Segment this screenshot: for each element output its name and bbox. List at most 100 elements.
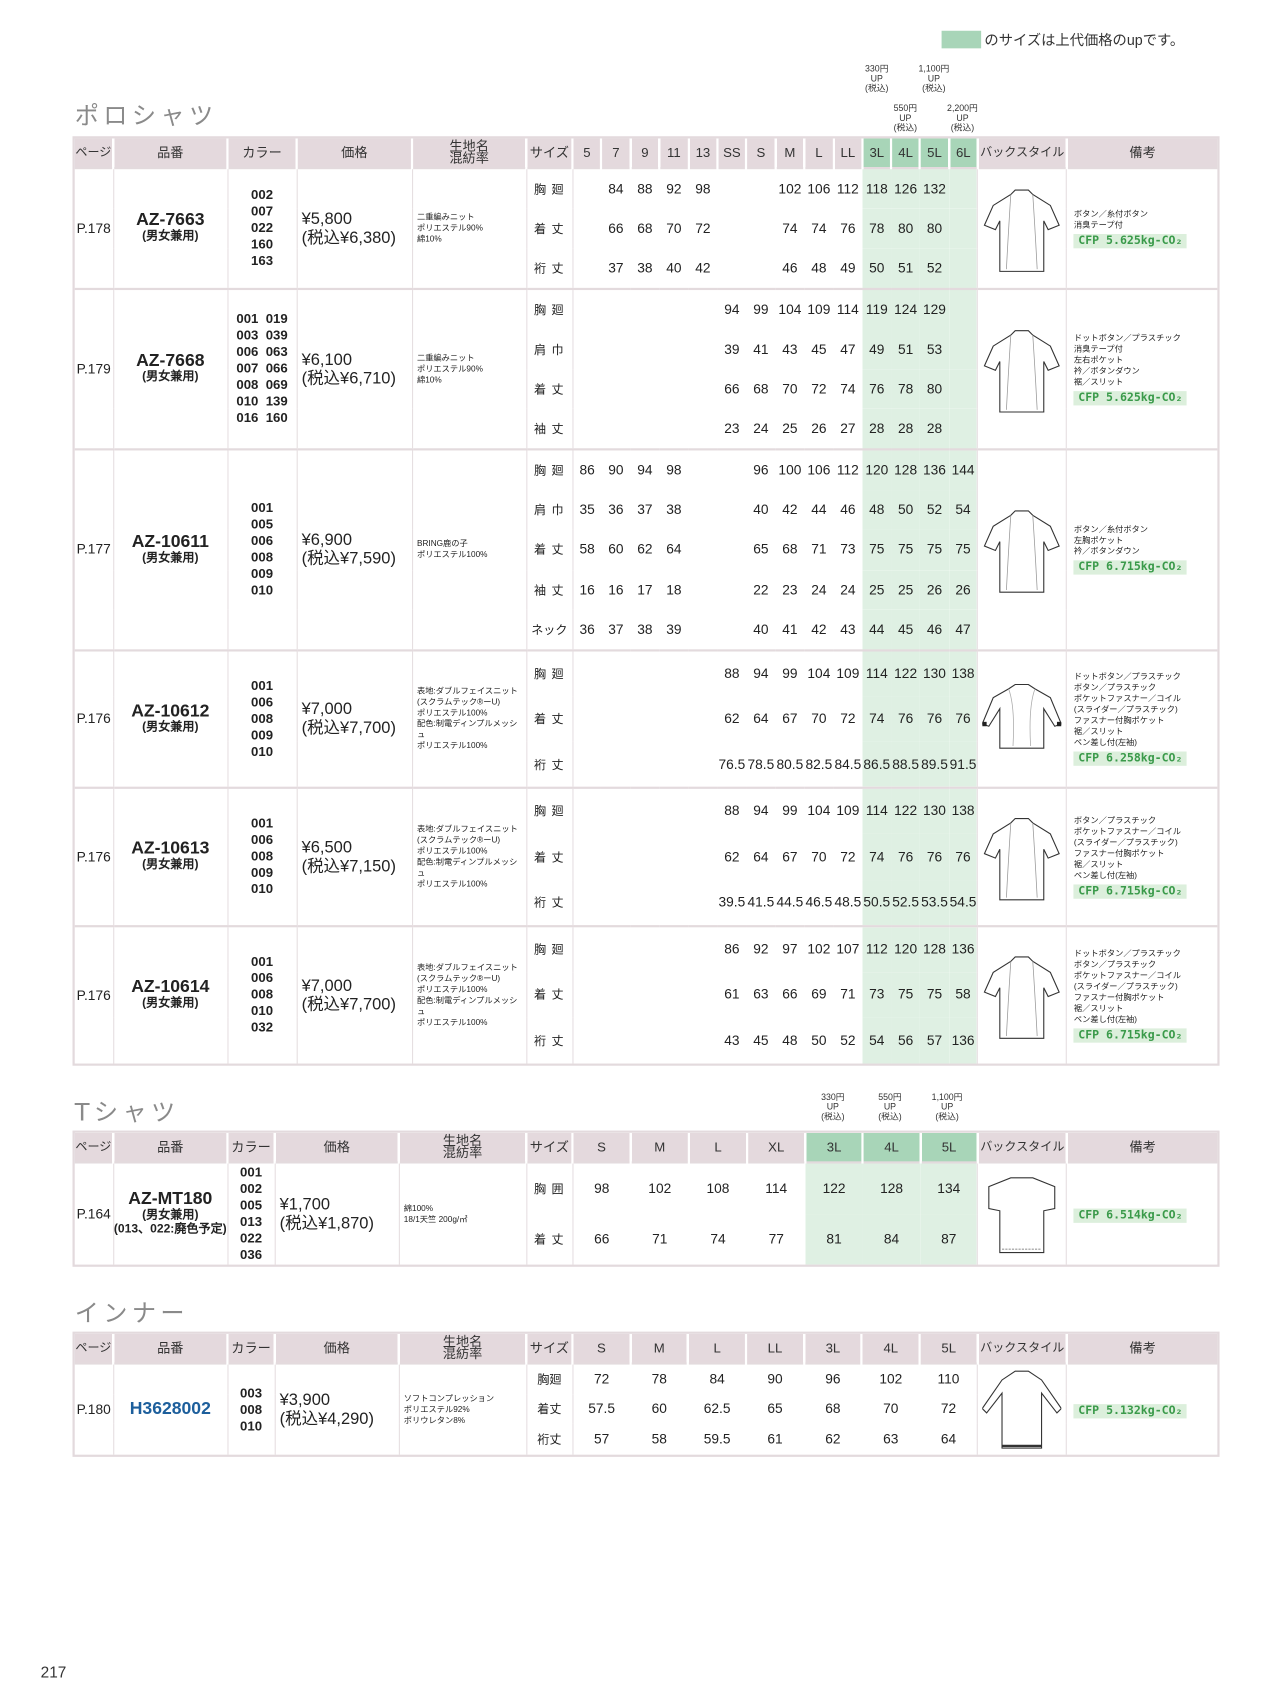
size-value: 36 — [579, 622, 595, 638]
up-note-line: 1,100円 — [931, 1092, 963, 1102]
color-code: 006 — [251, 694, 274, 710]
inner-back-long-sleeve-icon — [978, 1366, 1065, 1455]
product-code-cell: AZ-10613 (男女兼用) — [113, 786, 228, 927]
color-code: 001 — [251, 500, 274, 516]
remarks-cell: CFP 6.514kg-CO₂ — [1066, 1161, 1218, 1265]
size-value: 119 — [862, 287, 892, 330]
size-value: 128 — [862, 1161, 921, 1214]
color-code: 006 — [251, 970, 274, 986]
color-code: 008 — [251, 710, 274, 727]
fabric-line: (スクラムテック®ーU) — [416, 834, 501, 845]
up-note-line: 550円 — [878, 1092, 902, 1102]
color-code: 003 — [240, 1384, 263, 1401]
fabric-line: ポリエステル100% — [416, 708, 488, 718]
size-value: 67 — [782, 849, 798, 865]
size-value: 114 — [747, 1161, 806, 1214]
size-value: 126 — [891, 167, 921, 209]
size-value: 60 — [608, 542, 624, 558]
size-value: 74 — [862, 833, 892, 880]
up-note: 1,100円 UP (税込) — [932, 1092, 963, 1122]
header-size-5L: 5L — [919, 1333, 979, 1364]
color-code: 009 — [251, 566, 274, 582]
up-note-line: (税込) — [935, 1111, 959, 1122]
size-value: 90 — [746, 1362, 804, 1394]
size-value: 75 — [891, 529, 921, 570]
header-remarks: 備考 — [1066, 1132, 1218, 1163]
size-value — [659, 409, 688, 449]
size-value: 26 — [920, 569, 949, 611]
price-tax-included: (税込¥7,700) — [301, 719, 396, 738]
size-value: 28 — [920, 409, 949, 450]
header-size-L: L — [688, 1333, 748, 1364]
size-value — [717, 570, 746, 610]
size-value: 54.5 — [948, 879, 979, 927]
size-value: 61 — [724, 987, 740, 1003]
size-value: 130 — [920, 649, 949, 697]
size-value: 48 — [811, 260, 827, 276]
size-value: 54 — [948, 489, 979, 530]
remarks-cell: ボタン／糸付ボタン 左胸ポケット 衿／ボタンダウン CFP 6.715kg-CO₂ — [1066, 448, 1218, 651]
size-value: 53.5 — [920, 879, 949, 927]
up-note: 330円 UP (税込) — [821, 1092, 844, 1122]
color-codes: 001 006 008 009 010 — [227, 649, 298, 788]
measure-label: 胸廻 — [526, 925, 573, 972]
fabric-cell: 綿100% 18/1天竺 200g/㎡ — [398, 1161, 527, 1265]
size-value: 70 — [782, 381, 798, 397]
back-style-cell — [977, 1362, 1068, 1455]
size-value — [948, 287, 979, 330]
header-code: 品番 — [113, 1333, 229, 1364]
size-value: 41 — [782, 622, 798, 638]
header-size-11: 11 — [659, 138, 690, 169]
size-value: 44 — [811, 501, 827, 518]
size-value: 25 — [782, 421, 798, 437]
size-value: 16 — [579, 582, 595, 598]
remarks-cell: ドットボタン／プラスチック ボタン／プラスチック ポケットファスナー／コイル (スライ… — [1066, 925, 1218, 1064]
product-row: 着丈 66 68 70 72 74 76 78 80 — [75, 369, 1218, 410]
price: ¥5,800 — [301, 209, 353, 229]
size-value: 56 — [891, 1017, 921, 1064]
size-value: 76 — [948, 696, 979, 742]
color-code: 022 — [240, 1230, 263, 1246]
product-row: 着丈 58 60 62 64 65 68 71 73 75 75 75 75 — [75, 529, 1218, 570]
size-value: 48.5 — [834, 894, 862, 911]
remark-line: (スライダー／プラスチック) — [1073, 837, 1178, 847]
size-value: 60 — [651, 1401, 667, 1417]
size-value: 53 — [920, 329, 949, 370]
size-value: 84 — [601, 167, 631, 209]
size-value: 109 — [804, 287, 834, 330]
size-value: 23 — [782, 582, 798, 598]
remark-line: ボタン／プラスチック — [1073, 959, 1157, 969]
product-subtitle: (男女兼用) — [142, 370, 199, 384]
header-size: サイズ — [526, 1333, 574, 1364]
size-value: 74 — [710, 1231, 726, 1247]
price-tax-included: (税込¥1,870) — [279, 1214, 374, 1233]
size-value: 40 — [753, 622, 769, 638]
size-value: 80 — [891, 208, 921, 249]
measure-label: 胸廻 — [526, 1362, 573, 1394]
size-value: 71 — [652, 1231, 668, 1247]
size-value: 62 — [724, 711, 740, 727]
size-value: 73 — [862, 971, 892, 1018]
measure-label: 胸囲 — [526, 1161, 573, 1214]
size-value — [688, 409, 717, 449]
remark-line: ポケットファスナー／コイル — [1073, 693, 1181, 704]
up-note: 2,200円 UP (税込) — [947, 103, 978, 133]
size-value: 50 — [811, 1032, 827, 1049]
product-row: P.179 AZ-7668 (男女兼用) 001 019 003 039 006 063 0… — [74, 287, 1218, 450]
cfp-badge: CFP 6.258kg-CO₂ — [1073, 751, 1187, 767]
size-value: 39 — [666, 622, 682, 638]
size-value — [659, 696, 688, 742]
product-code-cell: AZ-10612 (男女兼用) — [113, 649, 228, 788]
size-value: 88 — [717, 786, 747, 834]
size-value — [630, 925, 660, 972]
measure-label: 裄丈 — [526, 741, 573, 788]
product-row: 裄丈 43 45 48 50 52 54 56 57 136 — [75, 1017, 1218, 1064]
product-code: AZ-MT180 — [128, 1189, 213, 1209]
header-size-SS: SS — [717, 138, 748, 169]
size-value: 49 — [840, 260, 856, 276]
size-value: 106 — [804, 448, 834, 490]
size-value: 28 — [862, 409, 892, 450]
size-value: 76 — [891, 696, 921, 742]
header-back: バックスタイル — [977, 138, 1068, 169]
